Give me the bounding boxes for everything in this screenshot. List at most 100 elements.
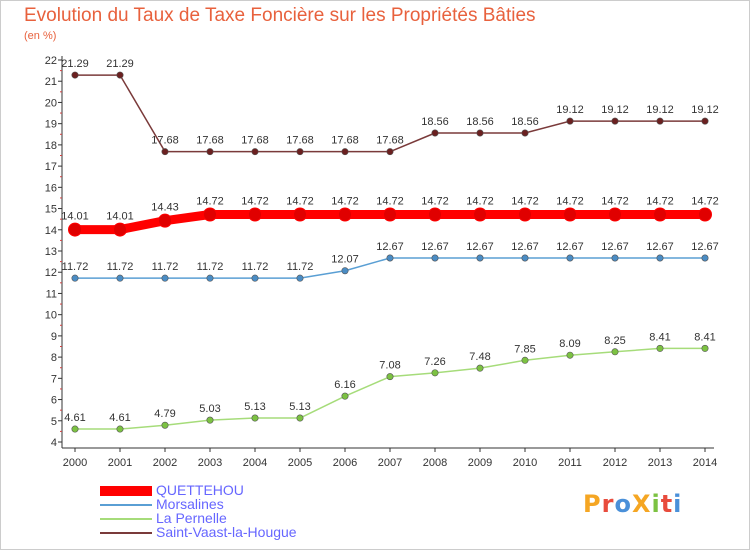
data-point <box>296 148 304 156</box>
data-point <box>653 207 667 222</box>
data-point <box>476 129 484 137</box>
legend-item: La Pernelle <box>100 510 400 526</box>
x-tick-label: 2008 <box>423 457 447 469</box>
data-label: 19.12 <box>691 104 719 116</box>
data-label: 12.07 <box>331 254 359 266</box>
data-point <box>161 421 169 429</box>
legend-label: QUETTEHOU <box>156 482 244 498</box>
x-tick-label: 2004 <box>243 457 267 469</box>
data-label: 17.68 <box>286 135 314 147</box>
data-point <box>251 274 259 282</box>
x-tick-label: 2000 <box>63 457 87 469</box>
data-label: 11.72 <box>197 261 224 273</box>
data-point <box>521 129 529 137</box>
data-label: 17.68 <box>376 135 404 147</box>
data-label: 14.72 <box>241 195 269 207</box>
x-tick-label: 2006 <box>333 457 357 469</box>
data-label: 17.68 <box>241 135 269 147</box>
data-label: 19.12 <box>646 104 674 116</box>
data-point <box>701 344 709 352</box>
data-point <box>611 348 619 356</box>
data-label: 11.72 <box>152 261 179 273</box>
logo-letter: P <box>583 490 602 518</box>
data-point <box>161 274 169 282</box>
data-label: 4.79 <box>154 408 175 420</box>
data-label: 7.48 <box>469 351 490 363</box>
y-tick-label: 14 <box>45 225 57 237</box>
x-tick-label: 2011 <box>558 457 582 469</box>
data-label: 12.67 <box>421 241 449 253</box>
data-point <box>383 207 397 222</box>
data-point <box>251 414 259 422</box>
data-point <box>71 274 79 282</box>
data-label: 21.29 <box>61 58 89 70</box>
data-point <box>698 207 712 222</box>
data-label: 14.72 <box>646 195 674 207</box>
proxiti-logo: ProXiti <box>583 490 682 518</box>
data-point <box>473 207 487 222</box>
data-point <box>521 254 529 262</box>
data-point <box>563 207 577 222</box>
y-tick-label: 8 <box>51 352 57 364</box>
data-label: 19.12 <box>601 104 629 116</box>
data-label: 14.01 <box>106 211 134 223</box>
data-label: 11.72 <box>287 261 314 273</box>
x-tick-label: 2013 <box>648 457 672 469</box>
data-label: 7.85 <box>514 343 535 355</box>
data-point <box>296 414 304 422</box>
y-tick-label: 10 <box>45 310 57 322</box>
data-point <box>341 392 349 400</box>
data-label: 14.01 <box>61 211 89 223</box>
chart-unit-label: (en %) <box>24 30 57 42</box>
y-tick-label: 7 <box>51 373 57 385</box>
data-point <box>293 207 307 222</box>
logo-letter: i <box>673 490 683 518</box>
data-label: 14.72 <box>331 195 359 207</box>
data-point <box>206 416 214 424</box>
data-label: 21.29 <box>106 58 134 70</box>
data-label: 18.56 <box>466 116 494 128</box>
data-point <box>158 213 172 228</box>
data-label: 11.72 <box>62 261 89 273</box>
data-point <box>206 148 214 156</box>
data-label: 12.67 <box>601 241 629 253</box>
data-point <box>566 254 574 262</box>
logo-letter: o <box>614 490 632 518</box>
data-point <box>113 222 127 237</box>
data-label: 14.72 <box>691 195 719 207</box>
data-point <box>701 117 709 125</box>
x-tick-label: 2014 <box>693 457 717 469</box>
data-label: 12.67 <box>691 241 719 253</box>
data-point <box>296 274 304 282</box>
data-point <box>611 117 619 125</box>
data-label: 19.12 <box>556 104 584 116</box>
data-point <box>521 356 529 364</box>
data-label: 11.72 <box>107 261 134 273</box>
legend-swatch <box>100 486 152 496</box>
data-label: 17.68 <box>151 135 179 147</box>
data-point <box>386 148 394 156</box>
data-point <box>116 274 124 282</box>
data-point <box>566 351 574 359</box>
data-label: 4.61 <box>109 412 130 424</box>
data-label: 14.72 <box>601 195 629 207</box>
data-point <box>518 207 532 222</box>
data-label: 12.67 <box>556 241 584 253</box>
data-point <box>386 373 394 381</box>
y-tick-label: 18 <box>45 140 57 152</box>
data-point <box>476 254 484 262</box>
data-point <box>206 274 214 282</box>
legend-item: Morsalines <box>100 496 400 512</box>
data-label: 14.72 <box>511 195 539 207</box>
data-point <box>116 425 124 433</box>
data-point <box>203 207 217 222</box>
x-tick-label: 2003 <box>198 457 222 469</box>
y-tick-label: 21 <box>45 76 57 88</box>
data-label: 18.56 <box>511 116 539 128</box>
data-label: 6.16 <box>334 379 355 391</box>
data-point <box>611 254 619 262</box>
data-label: 8.25 <box>604 335 625 347</box>
x-tick-label: 2007 <box>378 457 402 469</box>
x-tick-label: 2012 <box>603 457 627 469</box>
